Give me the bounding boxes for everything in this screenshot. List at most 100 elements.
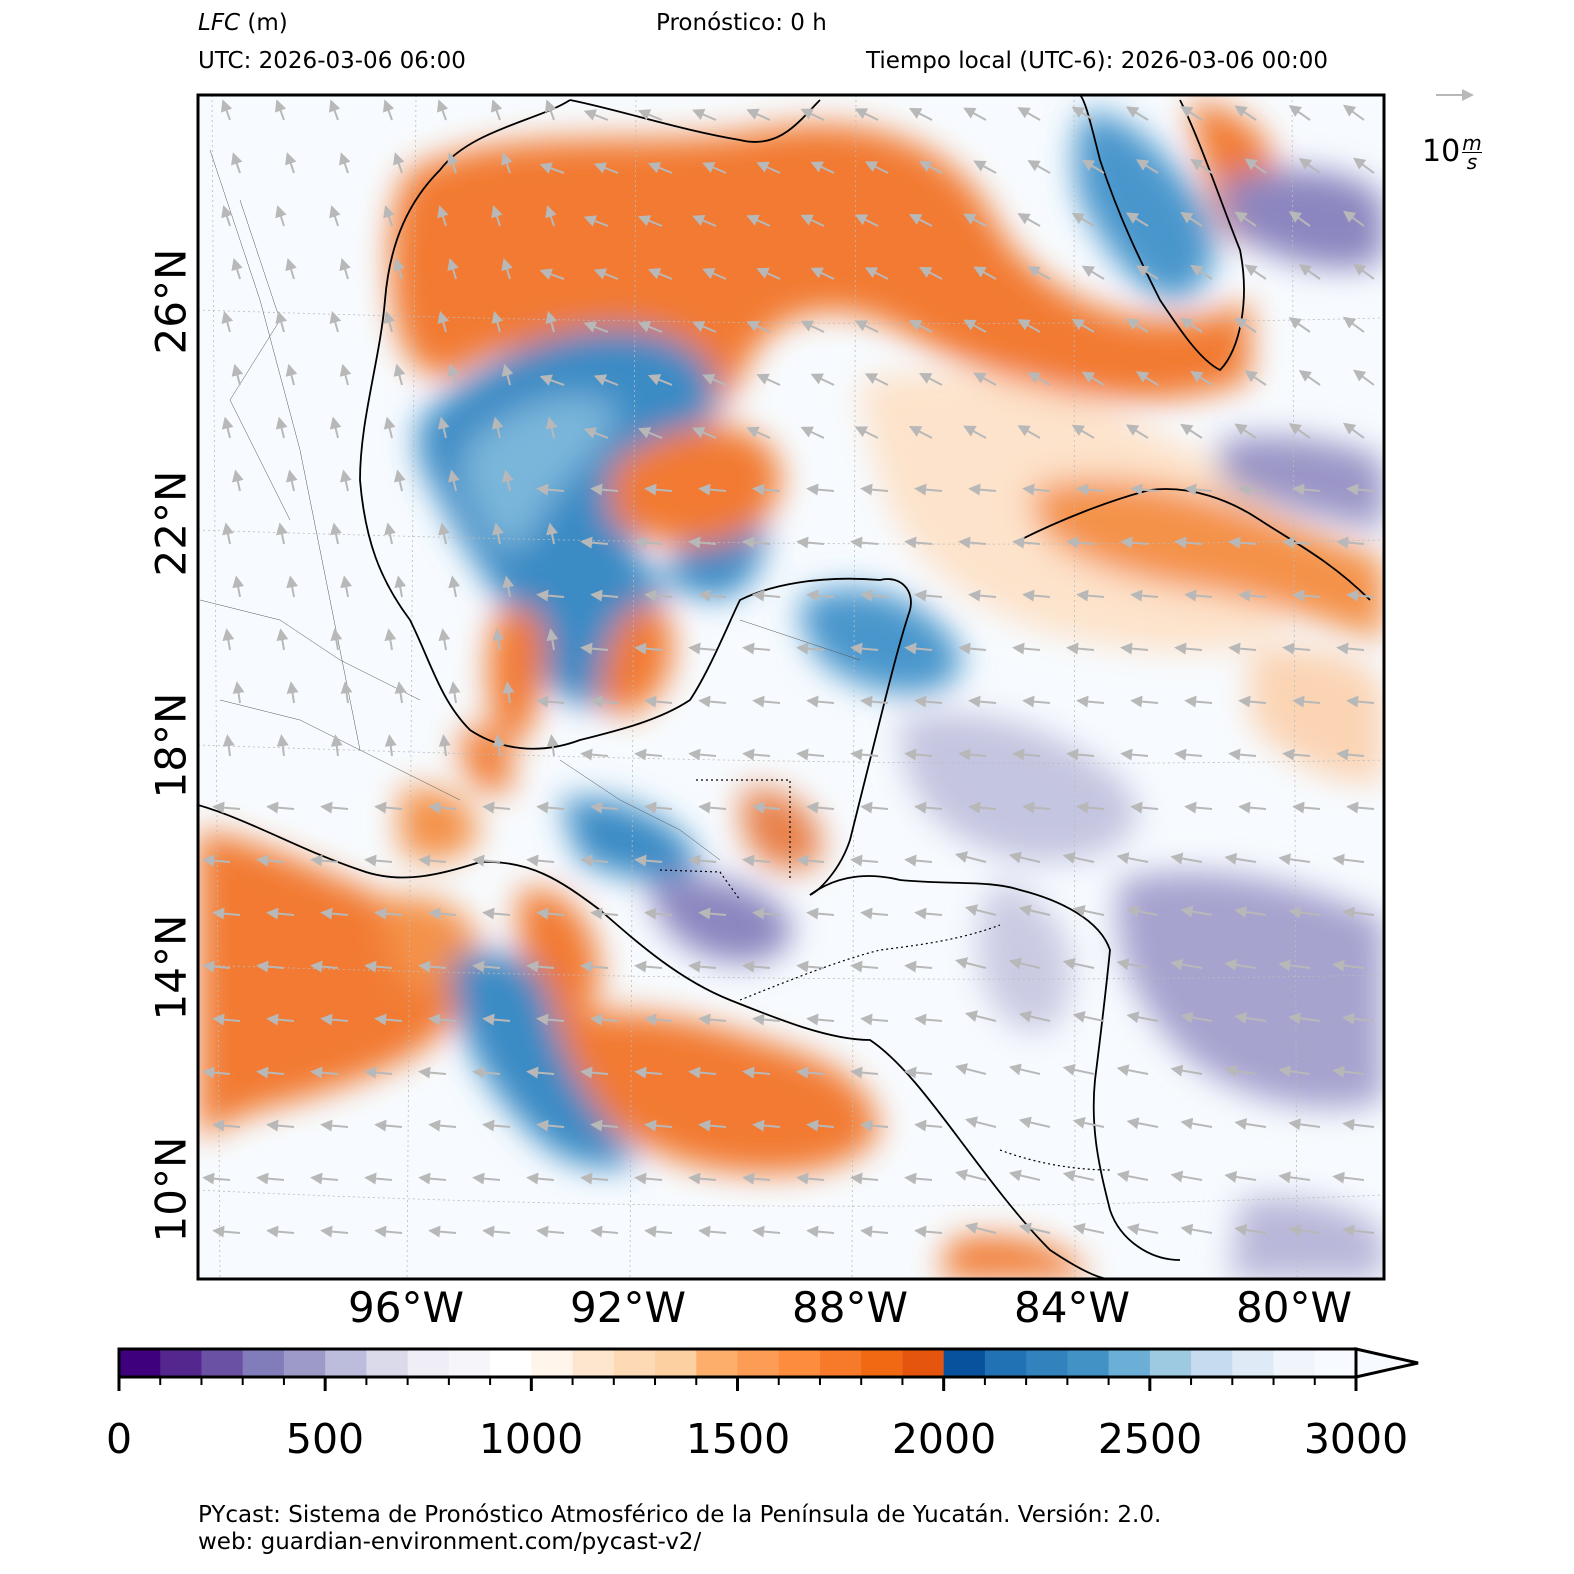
wind-arrow: [539, 162, 565, 174]
wind-arrow: [472, 854, 501, 867]
wind-arrow: [437, 205, 449, 227]
wind-arrow: [1342, 104, 1365, 121]
wind-arrow: [1238, 801, 1267, 814]
wind-arrow: [850, 960, 879, 973]
wind-arrow: [428, 907, 457, 920]
wind-vectors: [202, 99, 1375, 1238]
wind-arrow: [1170, 958, 1203, 971]
colorbar-bin: [1149, 1349, 1192, 1377]
wind-arrow: [810, 373, 835, 386]
wind-arrow: [1184, 483, 1213, 496]
wind-arrow: [438, 522, 450, 545]
wind-arrow: [364, 854, 393, 867]
wind-arrow: [221, 205, 233, 227]
wind-arrow: [472, 1172, 501, 1185]
wind-arrow: [491, 205, 503, 227]
wind-arrow: [1062, 957, 1095, 970]
wind-arrow: [1234, 1118, 1267, 1130]
wind-arrow: [1130, 483, 1159, 496]
wind-arrow: [374, 907, 403, 920]
wind-arrow: [914, 801, 943, 814]
wind-arrow: [968, 695, 997, 708]
utc-time: UTC: 2026-03-06 06:00: [198, 48, 466, 74]
wind-reference-unit-den: s: [1466, 150, 1478, 174]
wind-arrow: [536, 1013, 565, 1026]
wind-arrow: [634, 748, 663, 761]
wind-arrow: [1125, 212, 1149, 227]
wind-arrow: [1081, 371, 1105, 386]
wind-arrow: [580, 960, 609, 973]
colorbar-tick-2000: 2000: [891, 1415, 997, 1463]
wind-arrow: [644, 695, 673, 708]
wind-arrow: [482, 1013, 511, 1026]
wind-arrow: [320, 1119, 349, 1132]
wind-arrow: [1022, 483, 1051, 496]
wind-arrow: [806, 1225, 835, 1238]
wind-arrow: [954, 1169, 987, 1181]
wind-arrow: [1244, 264, 1267, 280]
wind-arrow: [590, 695, 619, 708]
wind-arrow: [374, 801, 403, 814]
wind-arrow: [492, 628, 505, 651]
colorbar-bin: [283, 1349, 326, 1377]
wind-arrow: [1292, 483, 1321, 496]
wind-arrow: [1288, 211, 1311, 227]
wind-arrow: [256, 960, 285, 973]
wind-arrow: [1135, 159, 1159, 174]
wind-arrow: [964, 1010, 997, 1022]
wind-arrow: [954, 957, 987, 969]
wind-arrow: [1135, 371, 1159, 386]
wind-arrow: [285, 152, 297, 174]
wind-arrow: [1076, 483, 1105, 496]
wind-arrow: [752, 1013, 781, 1026]
colorbar-bin: [490, 1349, 532, 1377]
wind-arrow: [1180, 1223, 1213, 1236]
forecast-hour: Pronóstico: 0 h: [656, 10, 827, 36]
wind-arrow: [539, 268, 565, 280]
wind-arrow: [1244, 158, 1267, 174]
wind-arrow: [854, 320, 879, 333]
wind-arrow: [698, 907, 727, 920]
wind-arrow: [526, 1066, 555, 1079]
wind-arrow: [428, 1119, 457, 1132]
wind-arrow: [1066, 536, 1095, 549]
wind-arrow: [339, 152, 351, 174]
wind-arrow: [256, 1172, 285, 1185]
colorbar-tick-3000: 3000: [1303, 1415, 1409, 1463]
graticule: [198, 95, 1384, 1279]
lat-label-14n: 14°N: [146, 914, 196, 1021]
wind-arrow: [688, 854, 717, 867]
wind-arrow: [742, 536, 771, 549]
wind-arrow: [1008, 1169, 1041, 1182]
wind-arrow: [329, 416, 342, 439]
wind-arrow: [746, 214, 771, 227]
wind-arrow: [904, 1066, 933, 1079]
colorbar-tick-1000: 1000: [478, 1415, 584, 1463]
colorbar-bin: [325, 1349, 367, 1377]
wind-arrow: [1008, 957, 1041, 970]
wind-arrow: [1135, 265, 1159, 280]
footer-url: web: guardian-environment.com/pycast-v2/: [198, 1529, 702, 1555]
wind-arrow: [634, 1172, 663, 1185]
wind-arrow: [1066, 642, 1095, 655]
wind-arrow: [418, 960, 447, 973]
wind-arrow: [212, 1119, 241, 1132]
wind-arrow: [1190, 370, 1213, 386]
wind-arrow: [1336, 536, 1365, 549]
wind-arrow: [1282, 536, 1311, 549]
lon-label-96w: 96°W: [348, 1283, 464, 1332]
wind-arrow: [810, 267, 835, 280]
field-region: [450, 952, 640, 1168]
wind-arrow: [384, 734, 397, 757]
wind-arrow: [1116, 1170, 1149, 1183]
wind-arrow: [1332, 1171, 1365, 1184]
wind-arrow: [447, 257, 459, 280]
wind-arrow: [383, 416, 396, 439]
wind-arrow: [1224, 1064, 1257, 1077]
colorbar-tick-1500: 1500: [685, 1415, 791, 1463]
wind-arrow: [644, 1013, 673, 1026]
wind-arrow: [1336, 748, 1365, 761]
wind-arrow: [1018, 904, 1051, 917]
wind-arrow: [1125, 424, 1149, 439]
wind-arrow: [286, 681, 299, 704]
